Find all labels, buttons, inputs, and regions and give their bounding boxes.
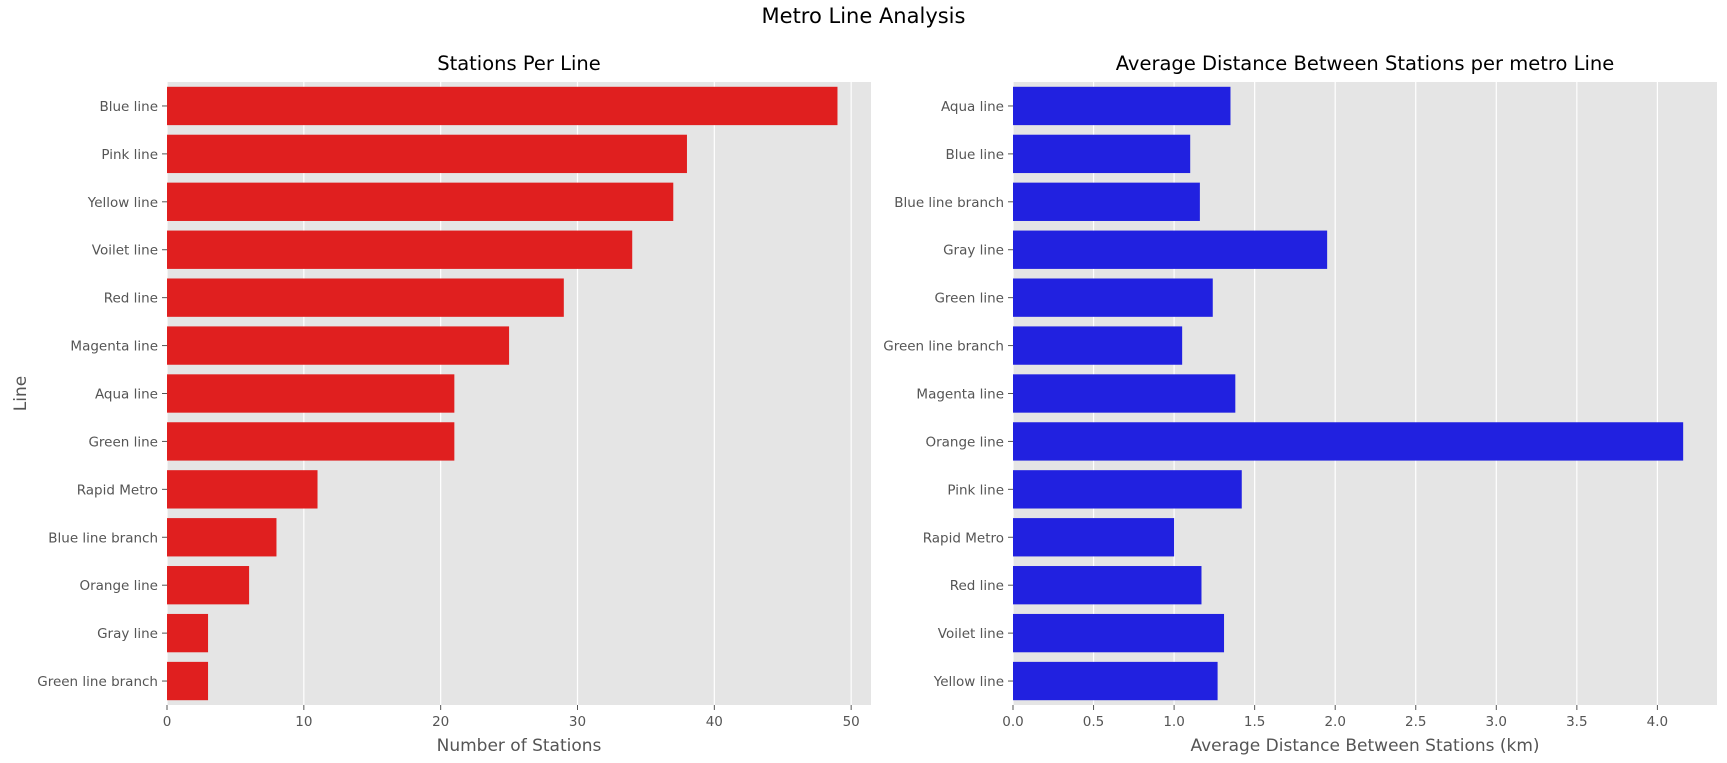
y-tick-label: Blue line branch	[48, 530, 158, 546]
bar	[1013, 182, 1200, 221]
x-tick-label: 0.0	[1002, 714, 1023, 730]
bar	[1013, 230, 1328, 269]
y-tick-label: Aqua line	[95, 387, 158, 403]
chart-title: Stations Per Line	[437, 52, 601, 75]
x-tick-label: 10	[295, 714, 312, 730]
bar	[1013, 86, 1231, 126]
chart-title: Average Distance Between Stations per me…	[1116, 52, 1615, 75]
x-tick-label: 2.5	[1405, 714, 1426, 730]
y-tick-label: Orange line	[79, 578, 158, 594]
y-tick-label: Green line branch	[883, 339, 1004, 355]
bar	[167, 661, 209, 701]
bar	[1013, 613, 1225, 653]
bar	[1013, 566, 1202, 605]
x-axis-label: Average Distance Between Stations (km)	[1190, 736, 1539, 756]
bar	[1013, 422, 1684, 461]
y-tick-label: Gray line	[97, 626, 158, 642]
bar	[167, 326, 510, 365]
bar	[167, 86, 838, 126]
y-tick-label: Voilet line	[92, 243, 158, 259]
y-tick-label: Aqua line	[941, 99, 1004, 115]
y-axis-label: Line	[11, 376, 31, 411]
x-tick-label: 3.5	[1566, 714, 1587, 730]
bar	[167, 566, 250, 605]
bar	[1013, 326, 1183, 365]
bar	[1013, 661, 1218, 701]
y-tick-label: Orange line	[925, 434, 1004, 450]
y-tick-label: Rapid Metro	[77, 482, 158, 498]
x-tick-label: 1.0	[1163, 714, 1184, 730]
y-tick-label: Blue line	[945, 147, 1004, 163]
x-axis-label: Number of Stations	[437, 736, 602, 756]
x-tick-label: 1.5	[1244, 714, 1265, 730]
y-tick-label: Gray line	[943, 243, 1004, 259]
bar	[1013, 518, 1175, 557]
bar	[167, 422, 455, 461]
bar	[167, 182, 674, 221]
bar	[167, 518, 277, 557]
bar	[1013, 134, 1191, 174]
y-tick-label: Yellow line	[933, 674, 1004, 690]
bar	[167, 470, 318, 509]
y-tick-label: Yellow line	[87, 195, 158, 211]
y-tick-label: Green line	[934, 291, 1004, 307]
y-tick-label: Magenta line	[916, 387, 1004, 403]
bar	[167, 230, 633, 269]
y-tick-label: Pink line	[947, 482, 1004, 498]
x-tick-label: 3.0	[1486, 714, 1507, 730]
bar	[1013, 470, 1242, 509]
x-tick-label: 20	[432, 714, 449, 730]
x-tick-label: 40	[706, 714, 723, 730]
bar	[167, 134, 687, 174]
y-tick-label: Green line branch	[37, 674, 158, 690]
bar	[167, 278, 564, 317]
y-tick-label: Red line	[104, 291, 158, 307]
y-tick-label: Green line	[88, 434, 158, 450]
bar	[167, 613, 209, 653]
y-tick-label: Voilet line	[938, 626, 1004, 642]
y-tick-label: Rapid Metro	[923, 530, 1004, 546]
y-tick-label: Blue line branch	[894, 195, 1004, 211]
x-tick-label: 0	[163, 714, 172, 730]
y-tick-label: Red line	[950, 578, 1004, 594]
bar	[1013, 278, 1213, 317]
y-tick-label: Magenta line	[70, 339, 158, 355]
bar	[167, 374, 455, 413]
x-tick-label: 0.5	[1083, 714, 1104, 730]
figure-title: Metro Line Analysis	[761, 4, 966, 28]
bar	[1013, 374, 1236, 413]
y-tick-label: Blue line	[99, 99, 158, 115]
x-tick-label: 4.0	[1647, 714, 1668, 730]
x-tick-label: 50	[843, 714, 860, 730]
x-tick-label: 30	[569, 714, 586, 730]
y-tick-label: Pink line	[101, 147, 158, 163]
x-tick-label: 2.0	[1324, 714, 1345, 730]
